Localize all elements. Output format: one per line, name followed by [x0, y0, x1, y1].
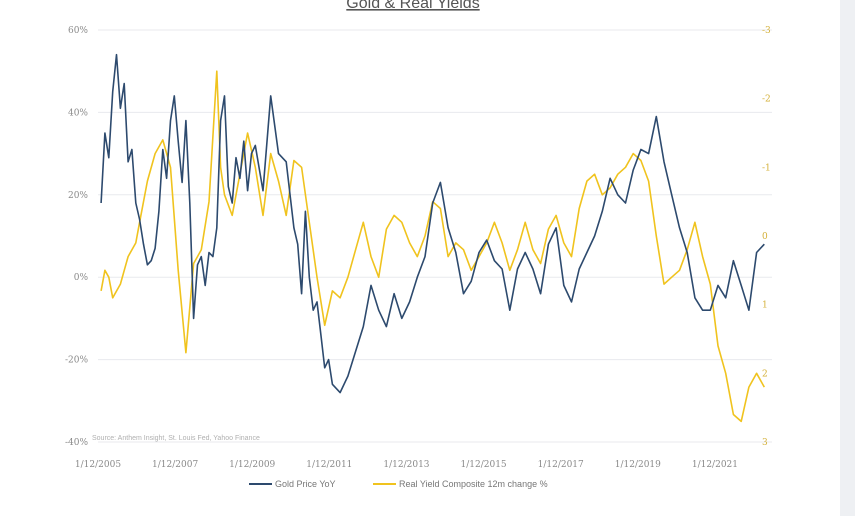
chart-title: Gold & Real Yields [346, 0, 479, 12]
right-tick-label: 1 [762, 301, 768, 311]
legend: Gold Price YoY Real Yield Composite 12m … [249, 479, 548, 489]
legend-label-gold: Gold Price YoY [275, 479, 336, 489]
x-tick-label: 1/12/2011 [306, 460, 352, 470]
legend-label-real-yield: Real Yield Composite 12m change % [399, 479, 548, 489]
x-tick-label: 1/12/2019 [615, 460, 661, 470]
side-panel [840, 0, 855, 516]
left-tick-label: 20% [68, 191, 88, 201]
left-tick-label: -40% [65, 438, 88, 448]
right-tick-label: -1 [762, 163, 771, 173]
right-tick-label: 3 [762, 438, 768, 448]
right-tick-label: 2 [762, 369, 768, 379]
x-tick-label: 1/12/2017 [538, 460, 584, 470]
source-note: Source: Anthem Insight, St. Louis Fed, Y… [92, 435, 260, 442]
left-axis-ticks: 60% 40% 20% 0% -20% -40% [65, 26, 88, 448]
right-tick-label: -3 [762, 26, 771, 36]
right-tick-label: 0 [762, 232, 768, 242]
x-tick-label: 1/12/2007 [152, 460, 198, 470]
grid-lines [98, 29, 772, 443]
x-tick-label: 1/12/2013 [383, 460, 429, 470]
left-tick-label: 60% [68, 26, 88, 36]
x-tick-label: 1/12/2005 [75, 460, 121, 470]
series-line-real-yield-composite [100, 70, 765, 423]
right-tick-label: -2 [762, 95, 771, 105]
x-axis-ticks: 1/12/2005 1/12/2007 1/12/2009 1/12/2011 1/12… [75, 460, 738, 470]
x-tick-label: 1/12/2015 [461, 460, 507, 470]
x-tick-label: 1/12/2021 [692, 460, 738, 470]
left-tick-label: 0% [74, 273, 89, 283]
x-tick-label: 1/12/2009 [229, 460, 275, 470]
left-tick-label: 40% [68, 108, 88, 118]
left-tick-label: -20% [65, 356, 88, 366]
series-line-gold-price-yoy [100, 53, 765, 394]
right-axis-ticks: -3 -2 -1 0 1 2 3 [762, 26, 771, 448]
